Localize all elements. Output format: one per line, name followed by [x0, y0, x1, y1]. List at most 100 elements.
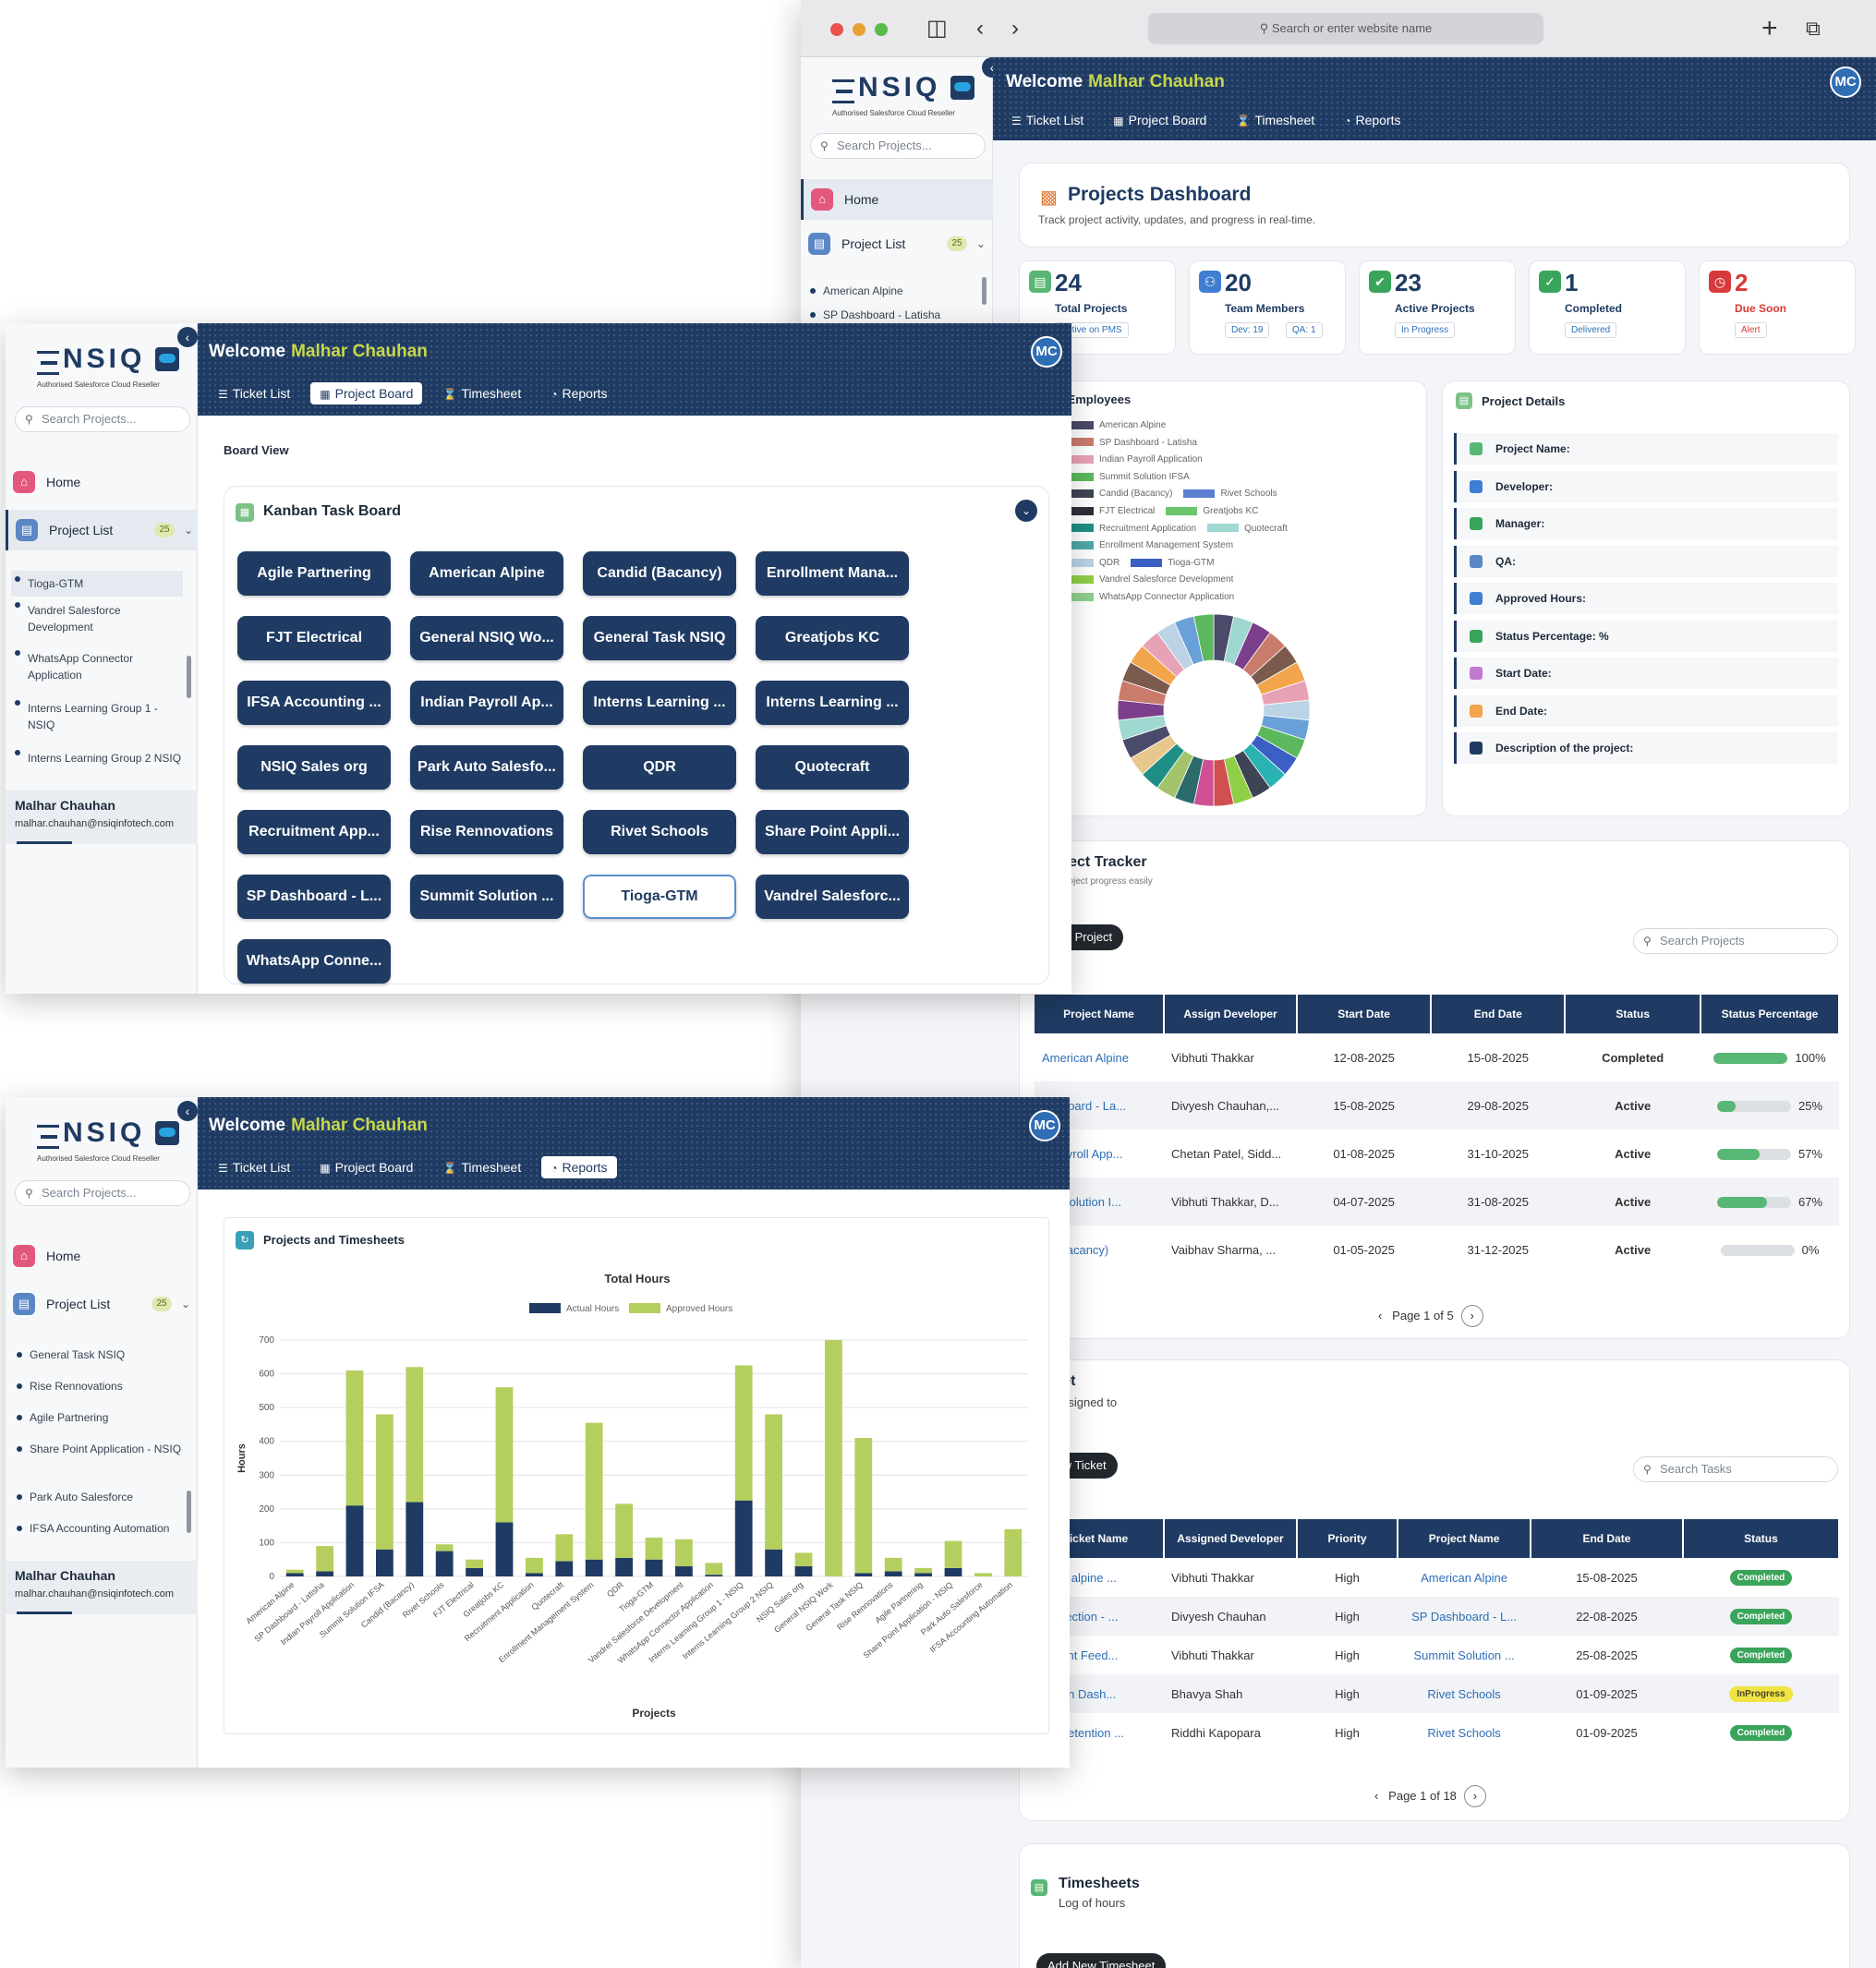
prev-page-icon[interactable]: ‹: [1374, 1789, 1389, 1803]
kanban-card[interactable]: Interns Learning ...: [583, 681, 736, 725]
tree-item[interactable]: Vandrel Salesforce Development: [11, 597, 183, 645]
bar-actual[interactable]: [854, 1573, 873, 1576]
kanban-card[interactable]: Interns Learning ...: [756, 681, 909, 725]
bar-approved[interactable]: [316, 1546, 333, 1572]
bar-approved[interactable]: [495, 1387, 514, 1523]
kanban-card[interactable]: General Task NSIQ: [583, 616, 736, 660]
tree-item[interactable]: Rise Rennovations: [13, 1378, 183, 1409]
search-projects-input[interactable]: ⚲ Search Projects: [1633, 928, 1838, 954]
tab-project-board[interactable]: ▦ Project Board: [1113, 113, 1207, 127]
bar-approved[interactable]: [435, 1544, 454, 1551]
project-link[interactable]: American Alpine: [1421, 1570, 1508, 1585]
project-cell[interactable]: SP Dashboard - L...: [1398, 1597, 1531, 1636]
kanban-card[interactable]: Share Point Appli...: [756, 810, 909, 854]
tab-ticket-list[interactable]: ☰ Ticket List: [1011, 113, 1084, 127]
project-cell[interactable]: Rivet Schools: [1398, 1674, 1531, 1713]
bar-approved[interactable]: [585, 1422, 603, 1560]
table-row[interactable]: Correction - ... Divyesh Chauhan High SP Da…: [1035, 1597, 1839, 1636]
bar-actual[interactable]: [555, 1561, 574, 1576]
sidebar-search-input[interactable]: ⚲ Search Projects...: [15, 1180, 190, 1206]
kanban-card[interactable]: Greatjobs KC: [756, 616, 909, 660]
kanban-card[interactable]: SP Dashboard - L...: [237, 875, 391, 919]
avatar[interactable]: MC: [1029, 1110, 1060, 1141]
kanban-card[interactable]: FJT Electrical: [237, 616, 391, 660]
project-link[interactable]: SP Dashboard - L...: [1411, 1609, 1518, 1624]
tree-item[interactable]: WhatsApp Connector Application: [11, 645, 183, 694]
chevron-down-icon[interactable]: ⌄: [976, 237, 986, 250]
tree-item[interactable]: Interns Learning Group 1 - NSIQ: [11, 694, 183, 744]
collapse-sidebar-button[interactable]: ‹: [177, 327, 198, 347]
avatar[interactable]: MC: [1830, 66, 1861, 98]
bar-approved[interactable]: [854, 1438, 873, 1574]
bar-approved[interactable]: [615, 1503, 633, 1558]
sidebar-item-home[interactable]: ⌂ Home: [801, 179, 993, 220]
project-cell[interactable]: American Alpine: [1398, 1558, 1531, 1597]
kanban-card[interactable]: Summit Solution ...: [410, 875, 563, 919]
bar-approved[interactable]: [466, 1559, 483, 1568]
tab-ticket-list[interactable]: ☰ Ticket List: [218, 386, 291, 401]
bar-actual[interactable]: [376, 1549, 393, 1576]
table-row[interactable]: mit Solution I... Vibhuti Thakkar, D... 04…: [1035, 1177, 1839, 1225]
donut-slice[interactable]: [1192, 613, 1215, 662]
sidebar-search-input[interactable]: ⚲ Search Projects...: [15, 406, 190, 432]
bar-approved[interactable]: [705, 1563, 723, 1576]
bar-approved[interactable]: [765, 1414, 782, 1550]
kanban-card[interactable]: General NSIQ Wo...: [410, 616, 563, 660]
sidebar-item-project-list[interactable]: ▤ Project List 25 ⌄: [801, 223, 993, 264]
close-window-button[interactable]: [830, 23, 843, 36]
bar-approved[interactable]: [974, 1573, 992, 1576]
table-row[interactable]: rican alpine ... Vibhuti Thakkar High Ameri…: [1035, 1558, 1839, 1597]
collapse-sidebar-button[interactable]: ‹: [177, 1101, 198, 1121]
kanban-card[interactable]: Rise Rennovations: [410, 810, 563, 854]
kanban-card[interactable]: IFSA Accounting ...: [237, 681, 391, 725]
table-row[interactable]: ersion Dash... Bhavya Shah High Rivet Schoo…: [1035, 1674, 1839, 1713]
tree-item[interactable]: Interns Learning Group 2 NSIQ: [11, 744, 183, 772]
tab-timesheet[interactable]: ⌛ Timesheet: [1236, 113, 1315, 127]
tab-reports[interactable]: ◔ Reports: [1344, 113, 1401, 127]
tree-item[interactable]: Share Point Application - NSIQ: [13, 1441, 183, 1489]
kanban-card[interactable]: QDR: [583, 745, 736, 790]
chevron-down-icon[interactable]: ⌄: [184, 524, 194, 537]
kanban-card[interactable]: Vandrel Salesforc...: [756, 875, 909, 919]
bar-actual[interactable]: [466, 1567, 483, 1576]
tree-item[interactable]: General Task NSIQ: [13, 1346, 183, 1378]
bar-approved[interactable]: [944, 1540, 962, 1568]
search-tasks-input[interactable]: ⚲ Search Tasks: [1633, 1456, 1838, 1482]
tab-reports[interactable]: ◔ Reports: [541, 1156, 617, 1178]
kanban-card[interactable]: Candid (Bacancy): [583, 551, 736, 596]
tab-project-board[interactable]: ▦ Project Board: [320, 1160, 414, 1175]
tab-project-board[interactable]: ▦ Project Board: [310, 382, 423, 404]
chevron-down-icon[interactable]: ⌄: [181, 1298, 191, 1310]
kanban-card[interactable]: Tioga-GTM: [583, 875, 736, 919]
kanban-card[interactable]: Recruitment App...: [237, 810, 391, 854]
bar-actual[interactable]: [914, 1573, 932, 1576]
bar-actual[interactable]: [705, 1575, 723, 1576]
kanban-card[interactable]: American Alpine: [410, 551, 563, 596]
bar-approved[interactable]: [914, 1567, 932, 1574]
sidebar-scrollbar[interactable]: [187, 656, 191, 698]
bar-actual[interactable]: [405, 1502, 424, 1576]
bar-actual[interactable]: [944, 1567, 962, 1576]
sidebar-toggle-icon[interactable]: ◫: [926, 16, 948, 41]
bar-approved[interactable]: [285, 1569, 304, 1574]
bar-actual[interactable]: [285, 1573, 304, 1576]
project-link[interactable]: Summit Solution ...: [1413, 1648, 1515, 1662]
bar-actual[interactable]: [526, 1573, 543, 1576]
kanban-card[interactable]: NSIQ Sales org: [237, 745, 391, 790]
sidebar-item-project-list[interactable]: ▤ Project List 25 ⌄: [6, 510, 198, 550]
project-name-cell[interactable]: American Alpine: [1035, 1033, 1164, 1081]
tab-reports[interactable]: ◔ Reports: [551, 386, 608, 401]
bar-actual[interactable]: [884, 1571, 902, 1576]
project-link[interactable]: Rivet Schools: [1427, 1686, 1501, 1701]
bar-actual[interactable]: [734, 1500, 753, 1576]
next-page-button[interactable]: ›: [1463, 1785, 1486, 1807]
bar-actual[interactable]: [316, 1571, 333, 1576]
tree-item[interactable]: American Alpine: [806, 283, 973, 307]
kanban-card[interactable]: Quotecraft: [756, 745, 909, 790]
chevron-down-icon[interactable]: ⌄: [1015, 500, 1037, 522]
bar-actual[interactable]: [675, 1566, 693, 1576]
bar-approved[interactable]: [345, 1370, 364, 1506]
project-cell[interactable]: Summit Solution ...: [1398, 1636, 1531, 1674]
tree-item[interactable]: IFSA Accounting Automation: [13, 1520, 183, 1557]
new-tab-icon[interactable]: +: [1761, 13, 1778, 43]
